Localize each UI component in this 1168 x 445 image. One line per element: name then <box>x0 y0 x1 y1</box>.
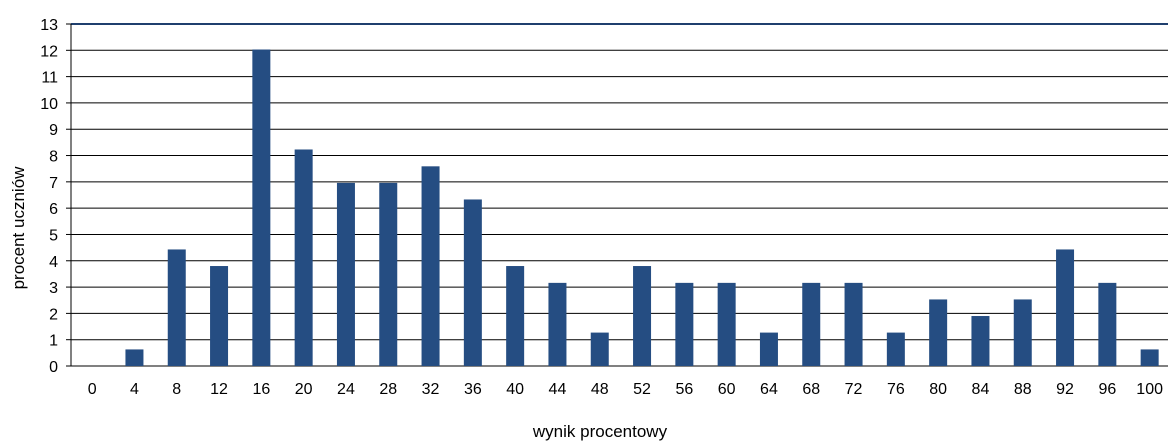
bar <box>1140 349 1159 366</box>
x-tick-label: 16 <box>252 381 270 398</box>
bar <box>971 316 990 366</box>
x-tick-label: 4 <box>130 381 139 398</box>
gridlines <box>66 23 1168 367</box>
bar <box>717 282 736 366</box>
bar <box>1056 249 1075 366</box>
bar <box>886 332 905 366</box>
x-tick-label: 76 <box>887 381 905 398</box>
y-axis-title: procent uczniów <box>9 166 28 290</box>
x-tick-label: 96 <box>1098 381 1116 398</box>
y-tick-label: 3 <box>49 280 58 297</box>
x-tick-label: 64 <box>760 381 778 398</box>
bar <box>421 166 440 366</box>
y-tick-label: 2 <box>49 306 58 323</box>
x-tick-label: 56 <box>675 381 693 398</box>
bar <box>125 349 144 366</box>
x-tick-label: 0 <box>88 381 97 398</box>
y-tick-label: 7 <box>49 175 58 192</box>
bar <box>294 149 313 366</box>
x-tick-label: 20 <box>295 381 313 398</box>
bar <box>210 266 229 366</box>
y-tick-label: 10 <box>40 96 58 113</box>
x-tick-label: 68 <box>802 381 820 398</box>
bar <box>1013 299 1032 366</box>
bar <box>590 332 609 366</box>
y-tick-label: 1 <box>49 333 58 350</box>
bar <box>844 282 863 366</box>
x-tick-label: 92 <box>1056 381 1074 398</box>
bar <box>929 299 948 366</box>
bar <box>336 182 355 366</box>
bar <box>463 199 482 366</box>
y-tick-label: 6 <box>49 201 58 218</box>
x-tick-label: 8 <box>172 381 181 398</box>
bar <box>759 332 778 366</box>
y-tick-label: 5 <box>49 227 58 244</box>
x-tick-label: 40 <box>506 381 524 398</box>
bar <box>506 266 525 366</box>
bar <box>1098 282 1117 366</box>
x-tick-label: 12 <box>210 381 228 398</box>
y-tick-label: 0 <box>49 359 58 376</box>
y-tick-label: 4 <box>49 254 58 271</box>
x-tick-label: 84 <box>972 381 990 398</box>
x-tick-label: 36 <box>464 381 482 398</box>
x-tick-label: 52 <box>633 381 651 398</box>
x-tick-labels: 0 4 8 12 16 20 24 28 32 36 40 44 48 52 56 60 64 68 72 76 80 8… <box>88 381 1163 398</box>
bars <box>125 49 1159 366</box>
x-tick-label: 100 <box>1136 381 1163 398</box>
y-tick-label: 12 <box>40 43 58 60</box>
x-tick-label: 28 <box>379 381 397 398</box>
x-tick-label: 48 <box>591 381 609 398</box>
bar <box>548 282 567 366</box>
bar <box>167 249 186 366</box>
x-tick-label: 32 <box>422 381 440 398</box>
bar <box>379 182 398 366</box>
x-tick-label: 60 <box>718 381 736 398</box>
y-tick-label: 8 <box>49 149 58 166</box>
y-tick-label: 9 <box>49 122 58 139</box>
x-axis-title: wynik procentowy <box>532 422 668 441</box>
x-tick-label: 44 <box>549 381 567 398</box>
x-tick-label: 88 <box>1014 381 1032 398</box>
x-tick-label: 24 <box>337 381 355 398</box>
y-tick-label: 13 <box>40 17 58 34</box>
x-tick-label: 80 <box>929 381 947 398</box>
bar <box>252 49 271 366</box>
bar <box>675 282 694 366</box>
bar <box>802 282 821 366</box>
bar <box>633 266 652 366</box>
y-tick-label: 11 <box>41 70 58 87</box>
x-tick-label: 72 <box>845 381 863 398</box>
